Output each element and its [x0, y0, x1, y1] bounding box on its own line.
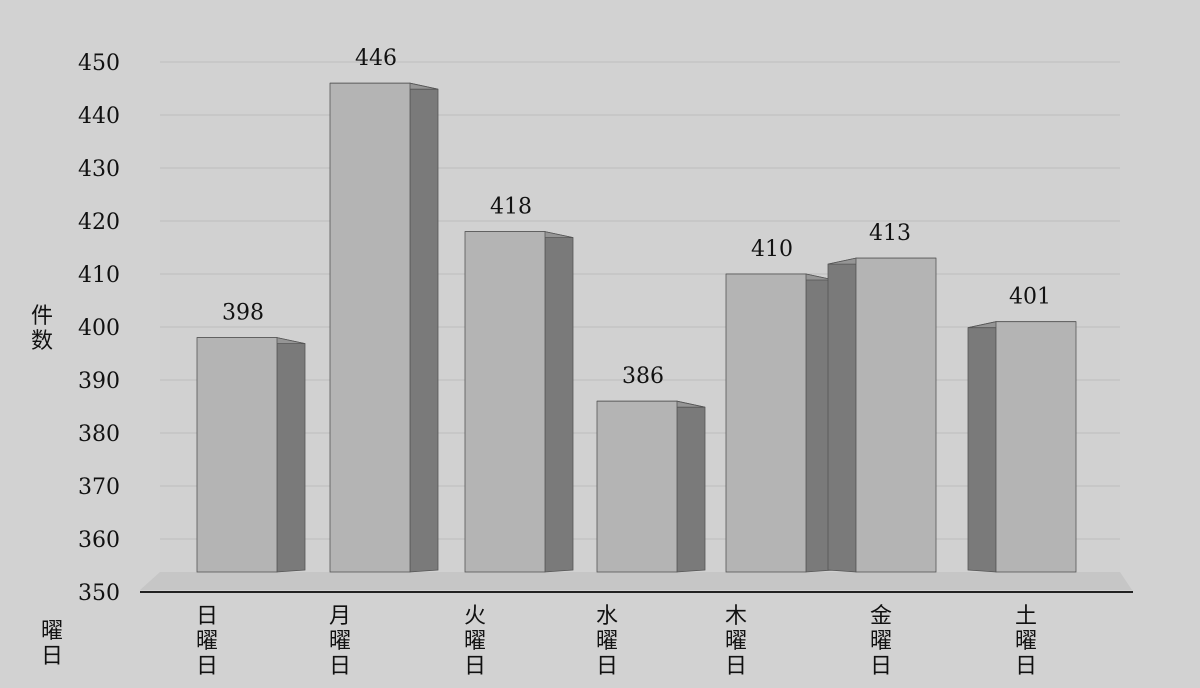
x-tick-label-char: 曜 [196, 629, 218, 654]
bar-side [967, 321, 997, 573]
data-label: 418 [490, 195, 532, 220]
x-tick-label-char: 水 [596, 604, 618, 629]
bar [596, 400, 678, 573]
bar [855, 257, 937, 573]
data-label: 413 [869, 221, 911, 246]
x-tick-label-char: 曜 [596, 629, 618, 654]
x-tick-label-char: 日 [196, 654, 218, 679]
data-label: 401 [1009, 285, 1051, 310]
y-tick-label: 350 [78, 581, 120, 606]
y-axis-title-char: 件 [31, 304, 53, 329]
x-tick-label-char: 日 [596, 654, 618, 679]
y-tick-label: 360 [78, 528, 120, 553]
bar-side [544, 231, 574, 573]
y-tick-label: 420 [78, 210, 120, 235]
x-tick-label-char: 土 [1015, 604, 1037, 629]
x-tick-label-char: 曜 [329, 629, 351, 654]
x-tick-label-char: 火 [464, 604, 486, 629]
data-label: 446 [355, 46, 397, 71]
bar [725, 273, 807, 573]
y-tick-label: 410 [78, 263, 120, 288]
x-axis-title-char: 日 [41, 644, 63, 669]
y-tick-label: 390 [78, 369, 120, 394]
x-tick-label-char: 日 [1015, 654, 1037, 679]
y-tick-label: 370 [78, 475, 120, 500]
data-label: 410 [751, 237, 793, 262]
y-tick-label: 380 [78, 422, 120, 447]
x-tick-label-char: 日 [329, 654, 351, 679]
x-tick-label-char: 曜 [725, 629, 747, 654]
x-tick-label-char: 曜 [1015, 629, 1037, 654]
x-tick-label-char: 日 [870, 654, 892, 679]
data-label: 398 [222, 301, 264, 326]
bar [995, 321, 1077, 573]
y-axis-title-char: 数 [31, 329, 53, 354]
x-tick-label-char: 日 [725, 654, 747, 679]
bar-side [409, 82, 439, 573]
x-tick-label-char: 日 [464, 654, 486, 679]
x-tick-label-char: 金 [870, 604, 892, 629]
bar-side [827, 257, 857, 573]
y-tick-label: 440 [78, 104, 120, 129]
x-tick-label-char: 木 [725, 604, 747, 629]
chart-floor [140, 572, 1132, 590]
x-tick-label-char: 曜 [464, 629, 486, 654]
y-tick-label: 430 [78, 157, 120, 182]
bar-side [676, 400, 706, 573]
y-tick-label: 400 [78, 316, 120, 341]
x-axis-title-char: 曜 [41, 619, 63, 644]
x-tick-label-char: 日 [196, 604, 218, 629]
data-label: 386 [622, 364, 664, 389]
bar [329, 82, 411, 573]
x-tick-label-char: 曜 [870, 629, 892, 654]
x-tick-label-char: 月 [329, 604, 351, 629]
y-tick-label: 450 [78, 51, 120, 76]
bar-side [276, 337, 306, 573]
bar [196, 337, 278, 573]
bar [464, 231, 546, 573]
